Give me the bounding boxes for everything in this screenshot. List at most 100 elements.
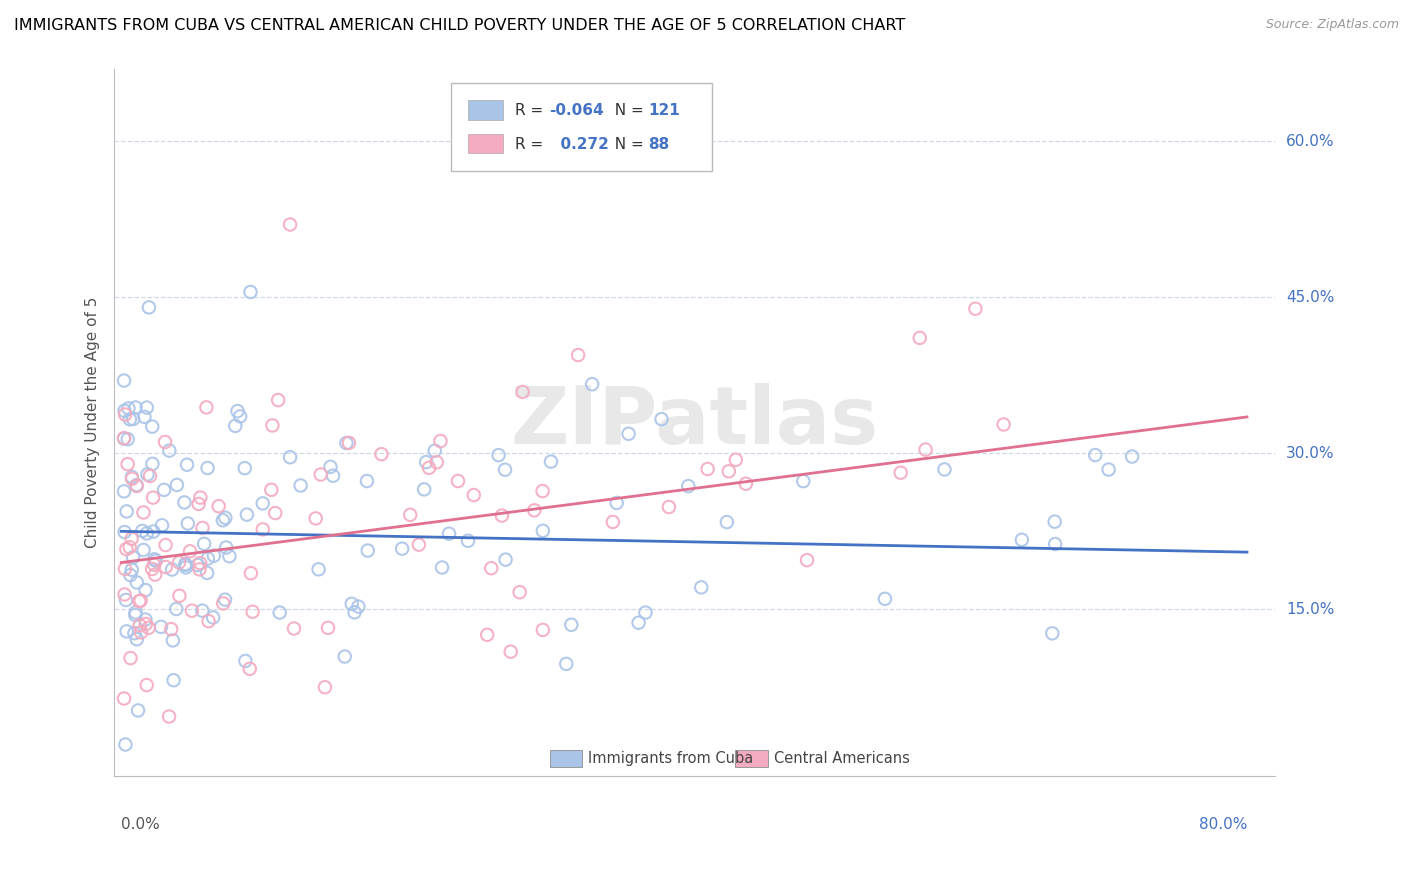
- Point: [429, 434, 451, 448]
- Point: [415, 455, 437, 469]
- Point: [1097, 462, 1119, 476]
- Point: [141, 562, 163, 576]
- Point: [581, 377, 603, 392]
- Point: [117, 457, 139, 471]
- Point: [132, 506, 155, 520]
- Point: [447, 474, 470, 488]
- Point: [121, 532, 143, 546]
- Point: [129, 593, 152, 607]
- Point: [934, 462, 956, 476]
- Point: [114, 408, 136, 422]
- Point: [181, 604, 204, 618]
- Point: [122, 412, 145, 426]
- Point: [908, 331, 931, 345]
- Point: [188, 556, 211, 570]
- Text: R =: R =: [515, 103, 548, 118]
- Point: [218, 549, 240, 564]
- Point: [531, 484, 554, 499]
- Point: [191, 604, 214, 618]
- Text: 80.0%: 80.0%: [1199, 817, 1247, 832]
- Point: [114, 524, 136, 539]
- Point: [233, 461, 256, 475]
- Point: [239, 566, 262, 581]
- Text: R =: R =: [515, 136, 548, 152]
- Point: [155, 538, 177, 552]
- Point: [239, 662, 262, 676]
- Point: [627, 615, 650, 630]
- Point: [125, 479, 148, 493]
- Point: [494, 463, 516, 477]
- Point: [112, 374, 135, 388]
- Text: 121: 121: [648, 103, 681, 118]
- Text: 45.0%: 45.0%: [1286, 290, 1334, 305]
- Point: [340, 597, 363, 611]
- Point: [391, 541, 413, 556]
- Point: [143, 552, 166, 566]
- Point: [202, 549, 225, 563]
- Point: [914, 442, 936, 457]
- Point: [965, 301, 987, 316]
- Text: Source: ZipAtlas.com: Source: ZipAtlas.com: [1265, 18, 1399, 31]
- Point: [191, 521, 214, 535]
- Point: [658, 500, 681, 514]
- Text: ZIPatlas: ZIPatlas: [510, 384, 879, 461]
- Text: 0.0%: 0.0%: [121, 817, 160, 832]
- Point: [1011, 533, 1033, 547]
- Point: [430, 560, 453, 574]
- Point: [567, 348, 589, 362]
- Point: [512, 384, 534, 399]
- Point: [262, 418, 284, 433]
- Point: [437, 526, 460, 541]
- Point: [283, 622, 305, 636]
- Point: [734, 476, 756, 491]
- Point: [993, 417, 1015, 432]
- Point: [114, 562, 136, 576]
- Point: [343, 605, 366, 619]
- Point: [117, 401, 139, 416]
- Point: [136, 467, 159, 482]
- Point: [115, 542, 138, 557]
- Point: [193, 537, 215, 551]
- Point: [426, 455, 449, 469]
- Point: [1084, 448, 1107, 462]
- Point: [724, 452, 747, 467]
- Point: [278, 218, 301, 232]
- Point: [322, 468, 344, 483]
- Point: [125, 478, 148, 492]
- Point: [197, 551, 219, 566]
- Point: [132, 543, 155, 558]
- Point: [399, 508, 422, 522]
- Text: 0.272: 0.272: [550, 136, 609, 152]
- Point: [634, 606, 657, 620]
- Point: [252, 522, 274, 536]
- Point: [134, 409, 156, 424]
- Point: [157, 443, 180, 458]
- Point: [122, 550, 145, 565]
- Point: [118, 412, 141, 426]
- Point: [208, 499, 231, 513]
- Point: [165, 602, 187, 616]
- Text: N =: N =: [605, 136, 650, 152]
- Text: 60.0%: 60.0%: [1286, 134, 1334, 149]
- Point: [356, 474, 378, 488]
- Point: [197, 614, 219, 628]
- Point: [495, 552, 517, 566]
- Point: [124, 607, 146, 622]
- Point: [115, 504, 138, 518]
- Point: [477, 628, 499, 642]
- Point: [717, 464, 740, 478]
- Point: [347, 599, 370, 614]
- Point: [1121, 450, 1143, 464]
- Point: [174, 558, 197, 572]
- Point: [319, 459, 342, 474]
- Point: [120, 568, 142, 582]
- Point: [114, 404, 136, 418]
- Point: [134, 613, 156, 627]
- Point: [124, 401, 146, 415]
- Point: [162, 633, 184, 648]
- Point: [531, 623, 554, 637]
- Text: -0.064: -0.064: [550, 103, 605, 118]
- Point: [333, 649, 356, 664]
- Point: [197, 461, 219, 475]
- Point: [135, 401, 157, 415]
